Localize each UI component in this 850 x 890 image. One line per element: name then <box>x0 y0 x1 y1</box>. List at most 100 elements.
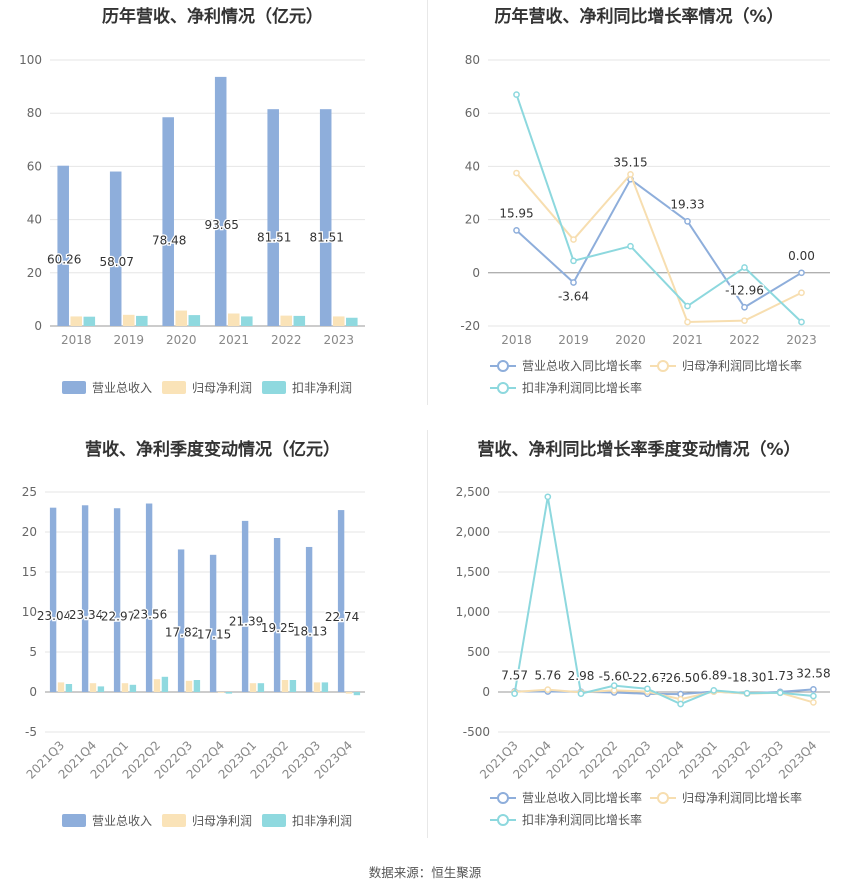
data-point <box>741 303 748 311</box>
vertical-divider <box>427 0 428 405</box>
legend-label: 扣非净利润同比增长率 <box>522 380 642 395</box>
bar <box>49 507 57 692</box>
bar <box>177 549 185 692</box>
bar <box>289 680 297 692</box>
y-tick-label: -500 <box>463 725 490 739</box>
legend-label: 扣非净利润 <box>292 381 352 395</box>
data-label: 6.89 <box>700 668 727 682</box>
data-label: 23.34 <box>69 608 103 622</box>
y-tick-label: 0 <box>482 685 490 699</box>
bar <box>305 546 313 692</box>
vertical-divider <box>427 430 428 838</box>
legend-label: 营业总收入 <box>92 381 152 395</box>
data-point <box>776 689 784 697</box>
x-tick-label: 2023 <box>786 333 817 347</box>
bar <box>209 554 217 692</box>
y-tick-label: 60 <box>465 106 480 120</box>
data-label: -18.30 <box>728 670 767 684</box>
y-tick-label: 1,500 <box>456 565 490 579</box>
data-label: 22.97 <box>101 609 135 623</box>
data-point <box>810 692 817 700</box>
legend-swatch <box>262 814 286 827</box>
legend-swatch <box>62 381 86 394</box>
legend-label: 归母净利润同比增长率 <box>682 358 802 373</box>
legend-label: 归母净利润 <box>192 814 252 828</box>
bar <box>81 505 89 692</box>
bar <box>193 680 201 692</box>
bar <box>267 109 279 326</box>
x-tick-label: 2019 <box>113 333 144 347</box>
data-point <box>798 269 805 277</box>
data-label: 81.51 <box>310 230 344 244</box>
bar <box>225 692 233 694</box>
legend-label: 归母净利润 <box>192 381 252 395</box>
data-label: 35.15 <box>613 155 647 169</box>
bar <box>217 692 225 693</box>
bar <box>65 684 73 692</box>
data-label: 78.48 <box>152 234 186 248</box>
bar <box>70 316 83 326</box>
legend-swatch <box>162 381 186 394</box>
data-label: 17.82 <box>165 625 199 639</box>
chart-title: 历年营收、净利情况（亿元） <box>102 7 323 27</box>
legend-marker <box>497 382 509 394</box>
bar <box>321 682 329 692</box>
bar <box>161 676 169 692</box>
bar <box>313 682 321 692</box>
bar <box>97 686 105 692</box>
y-tick-label: 60 <box>27 159 42 173</box>
x-tick-label: 2022 <box>271 333 302 347</box>
chart-svg: -20 0 20 40 60 80 2018 2019 2020 2021 2022 2023 15.9… <box>460 53 830 395</box>
data-point <box>710 687 718 694</box>
bar <box>214 76 227 327</box>
x-tick-label: 2023 <box>323 333 354 347</box>
data-point <box>810 686 817 693</box>
legend-label: 扣非净利润同比增长率 <box>522 812 642 827</box>
bar <box>280 315 293 326</box>
data-point <box>511 690 518 697</box>
bar <box>185 680 193 692</box>
bar <box>83 316 96 326</box>
data-label: -12.96 <box>725 283 764 297</box>
data-point <box>513 91 520 98</box>
bar <box>129 684 137 692</box>
x-tick-label: 2018 <box>501 333 532 347</box>
bar <box>319 109 332 326</box>
bar <box>188 315 201 326</box>
data-point <box>677 700 684 708</box>
bar <box>337 510 345 692</box>
y-tick-label: 25 <box>22 485 37 499</box>
legend-swatch <box>162 814 186 827</box>
data-point <box>570 279 577 286</box>
bar <box>153 679 161 692</box>
bar <box>136 315 148 326</box>
bar <box>241 316 253 326</box>
quarterly-revenue-profit-chart: 营收、净利季度变动情况（亿元） -5 0 5 10 15 20 25 2021Q3 2021Q4… <box>0 425 425 845</box>
data-label: 17.15 <box>197 627 231 641</box>
data-label: 5.76 <box>534 669 561 683</box>
data-label: -3.64 <box>558 289 589 303</box>
data-point <box>798 318 805 326</box>
data-label: 19.33 <box>670 197 704 211</box>
data-label: 32.58 <box>796 666 830 680</box>
series-line <box>513 496 814 706</box>
data-point <box>627 171 634 178</box>
y-tick-label: -5 <box>25 725 37 739</box>
bar <box>353 692 361 696</box>
data-point <box>570 257 577 265</box>
bar <box>241 520 249 692</box>
data-label: -22.67 <box>628 671 667 685</box>
y-tick-label: 0 <box>29 685 37 699</box>
bar <box>57 165 69 326</box>
bar <box>332 316 345 326</box>
legend-label: 营业总收入同比增长率 <box>522 790 642 805</box>
legend-label: 归母净利润同比增长率 <box>682 790 802 805</box>
bar <box>227 313 240 326</box>
y-tick-label: 80 <box>465 53 480 67</box>
x-tick-label: 2021 <box>672 333 703 347</box>
x-tick-label: 2020 <box>615 333 646 347</box>
data-point <box>627 242 634 250</box>
data-point <box>810 699 817 706</box>
data-label: 81.51 <box>257 230 291 244</box>
data-point <box>570 236 577 243</box>
